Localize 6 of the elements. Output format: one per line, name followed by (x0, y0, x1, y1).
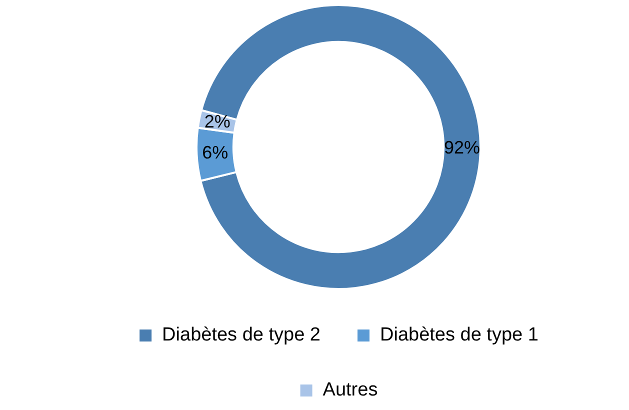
legend-label: Diabètes de type 1 (380, 324, 538, 346)
legend-label: Diabètes de type 2 (162, 324, 321, 346)
legend-label: Autres (322, 380, 378, 401)
data-label: 2% (204, 112, 230, 132)
data-label: 92% (444, 137, 480, 158)
data-label: 6% (202, 142, 228, 162)
